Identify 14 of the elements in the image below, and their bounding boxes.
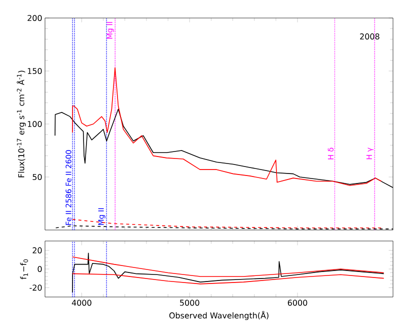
y-tick-label: -20 bbox=[30, 284, 42, 291]
y-tick-label: 100 bbox=[28, 120, 42, 128]
x-tick-label: 6000 bbox=[288, 300, 308, 306]
x-tick-label: 5000 bbox=[180, 300, 200, 306]
text: Flux(10$^{-17}$ erg s$^{-1}$ cm$^{-2}$ Å$^{-1}$) bbox=[16, 70, 26, 178]
y-tick-label: 150 bbox=[28, 68, 42, 74]
annotation: 2008 bbox=[360, 33, 380, 40]
y-tick-label: 200 bbox=[28, 14, 42, 22]
y-axis-title: f$_{1}$−f$_{0}$ bbox=[20, 259, 28, 280]
x-axis-title: Observed Wavelength(Å) bbox=[169, 310, 268, 320]
x-tick-label: 4000 bbox=[72, 300, 92, 306]
y-tick-label: 20 bbox=[32, 247, 42, 254]
y-tick-label: 50 bbox=[32, 174, 42, 180]
y-tick-label: 0 bbox=[38, 266, 42, 272]
